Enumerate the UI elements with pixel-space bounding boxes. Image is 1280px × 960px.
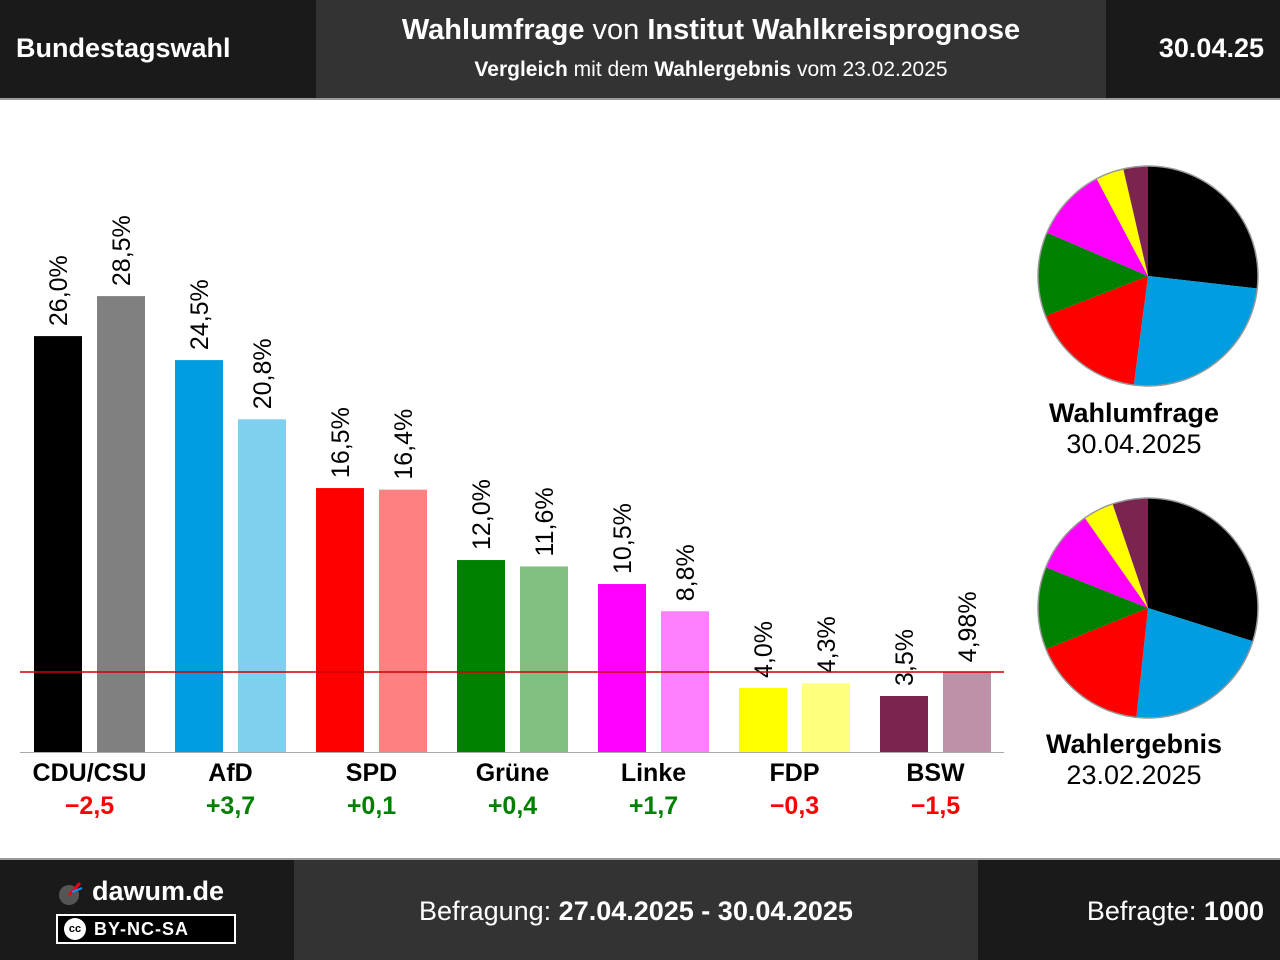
header-divider [0, 98, 1280, 100]
data-label-poll-spd: 16,5% [327, 407, 355, 478]
subtitle-result: Wahlergebnis [654, 58, 792, 81]
data-label-poll-linke: 10,5% [609, 503, 637, 574]
poll-date: 30.04.25 [1158, 33, 1264, 63]
data-label-poll-gr-ne: 12,0% [468, 479, 496, 550]
category-label-fdp: FDP [770, 759, 820, 787]
subtitle-date: vom 23.02.2025 [796, 58, 948, 81]
poll-title-word: Wahlumfrage [401, 14, 585, 46]
pie-poll-slice-afd [1133, 276, 1258, 386]
bar-poll-bsw [880, 696, 928, 752]
data-label-poll-bsw: 3,5% [891, 629, 919, 686]
data-label-result-linke: 8,8% [672, 544, 700, 601]
footer-divider [0, 858, 1280, 860]
bar-poll-fdp [739, 688, 787, 752]
bar-chart: 26,0% 28,5% CDU/CSU −2,5 24,5% 20,8% AfD +3,7 16… [20, 165, 1259, 820]
category-label-spd: SPD [346, 759, 397, 787]
pie-poll-slice-spd [1045, 276, 1148, 386]
header: Bundestagswahl Wahlumfrage von Institut … [0, 0, 1280, 98]
footer-left-panel: dawum.de cc BY-NC-SA [0, 860, 294, 960]
poll-title-connector: von [592, 14, 640, 46]
data-label-poll-fdp: 4,0% [750, 621, 778, 678]
subtitle-connector: mit dem [573, 58, 649, 81]
header-right-panel: 30.04.25 [1106, 0, 1280, 98]
respondents-label: Befragte: [1086, 896, 1197, 926]
license-text: BY-NC-SA [94, 919, 190, 939]
data-label-result-gr-ne: 11,6% [531, 487, 559, 556]
category-label-afd: AfD [208, 759, 252, 787]
header-left-panel: Bundestagswahl [0, 0, 316, 98]
data-label-result-cdu-csu: 28,5% [108, 215, 136, 286]
survey-dates: 27.04.2025 - 30.04.2025 [558, 896, 853, 926]
license-badge[interactable]: cc BY-NC-SA [56, 914, 236, 944]
bar-result-fdp [802, 683, 850, 752]
survey-period: Befragung: 27.04.2025 - 30.04.2025 [294, 896, 978, 927]
difference-label-cdu-csu: −2,5 [65, 792, 114, 820]
bar-poll-afd [175, 360, 223, 752]
bar-result-afd [238, 419, 286, 752]
bar-poll-linke [598, 584, 646, 752]
bar-result-bsw [943, 672, 991, 752]
difference-label-spd: +0,1 [347, 792, 396, 820]
data-label-result-afd: 20,8% [249, 338, 277, 409]
footer: dawum.de cc BY-NC-SA Befragung: 27.04.20… [0, 860, 1280, 960]
pie-result-caption: Wahlergebnis 23.02.2025 [1034, 729, 1234, 791]
poll-institute: Institut Wahlkreisprognose [647, 14, 1021, 46]
footer-center-panel: Befragung: 27.04.2025 - 30.04.2025 [294, 860, 978, 960]
pie-poll-title: Wahlumfrage [1048, 398, 1219, 428]
data-label-result-fdp: 4,3% [813, 616, 841, 673]
poll-subtitle: Vergleich mit dem Wahlergebnis vom 23.02… [316, 58, 1106, 82]
category-label-bsw: BSW [906, 759, 965, 787]
dawum-logo-icon [59, 881, 83, 905]
survey-label: Befragung: [419, 896, 552, 926]
difference-label-fdp: −0,3 [770, 792, 819, 820]
pie-poll-outline [1037, 165, 1259, 387]
data-label-poll-afd: 24,5% [186, 279, 214, 350]
respondents-value: 1000 [1203, 896, 1264, 926]
subtitle-compare: Vergleich [474, 58, 568, 81]
category-label-cdu-csu: CDU/CSU [33, 759, 147, 787]
pie-result-outline [1037, 497, 1259, 719]
category-label-linke: Linke [621, 759, 686, 787]
election-title: Bundestagswahl [16, 33, 231, 63]
pie-poll-date: 30.04.2025 [1066, 429, 1202, 459]
respondents: Befragte: 1000 [1087, 896, 1264, 927]
pie-poll-slice-cdu-csu [1148, 166, 1259, 289]
poll-title: Wahlumfrage von Institut Wahlkreisprogno… [316, 14, 1106, 47]
bar-result-spd [379, 489, 427, 752]
pie-result-slice-cdu-csu [1148, 497, 1258, 642]
pie-result-date: 23.02.2025 [1066, 760, 1202, 790]
bar-result-cdu-csu [97, 296, 145, 752]
data-label-poll-cdu-csu: 26,0% [45, 255, 73, 326]
pie-poll-slice-bsw [1123, 166, 1148, 276]
data-label-result-bsw: 4,98% [954, 591, 982, 662]
difference-label-afd: +3,7 [206, 792, 255, 820]
bar-poll-cdu-csu [34, 336, 82, 752]
pie-poll-slice-fdp [1096, 168, 1148, 276]
footer-right-panel: Befragte: 1000 [978, 860, 1280, 960]
header-center-panel: Wahlumfrage von Institut Wahlkreisprogno… [316, 0, 1106, 98]
difference-label-bsw: −1,5 [911, 792, 960, 820]
category-label-gr-ne: Grüne [476, 759, 550, 787]
pie-result-slice-gr-ne [1038, 567, 1148, 650]
brand-name[interactable]: dawum.de [92, 876, 225, 906]
pie-result-slice-linke [1045, 517, 1148, 608]
pie-result-slice-fdp [1084, 503, 1148, 608]
pie-result-slice-spd [1046, 608, 1148, 718]
bar-poll-gr-ne [457, 560, 505, 752]
pie-result-slice-bsw [1112, 498, 1148, 608]
pie-poll-caption: Wahlumfrage 30.04.2025 [1034, 398, 1234, 460]
data-label-result-spd: 16,4% [390, 409, 418, 480]
pie-result-title: Wahlergebnis [1045, 729, 1223, 759]
difference-label-linke: +1,7 [629, 792, 678, 820]
bar-poll-spd [316, 488, 364, 752]
pie-poll-slice-gr-ne [1037, 232, 1148, 317]
cc-icon: cc [64, 918, 86, 940]
pie-poll-slice-linke [1046, 178, 1148, 276]
bar-result-gr-ne [520, 566, 568, 752]
bar-result-linke [661, 611, 709, 752]
pie-result-slice-afd [1136, 608, 1253, 718]
difference-label-gr-ne: +0,4 [488, 792, 537, 820]
